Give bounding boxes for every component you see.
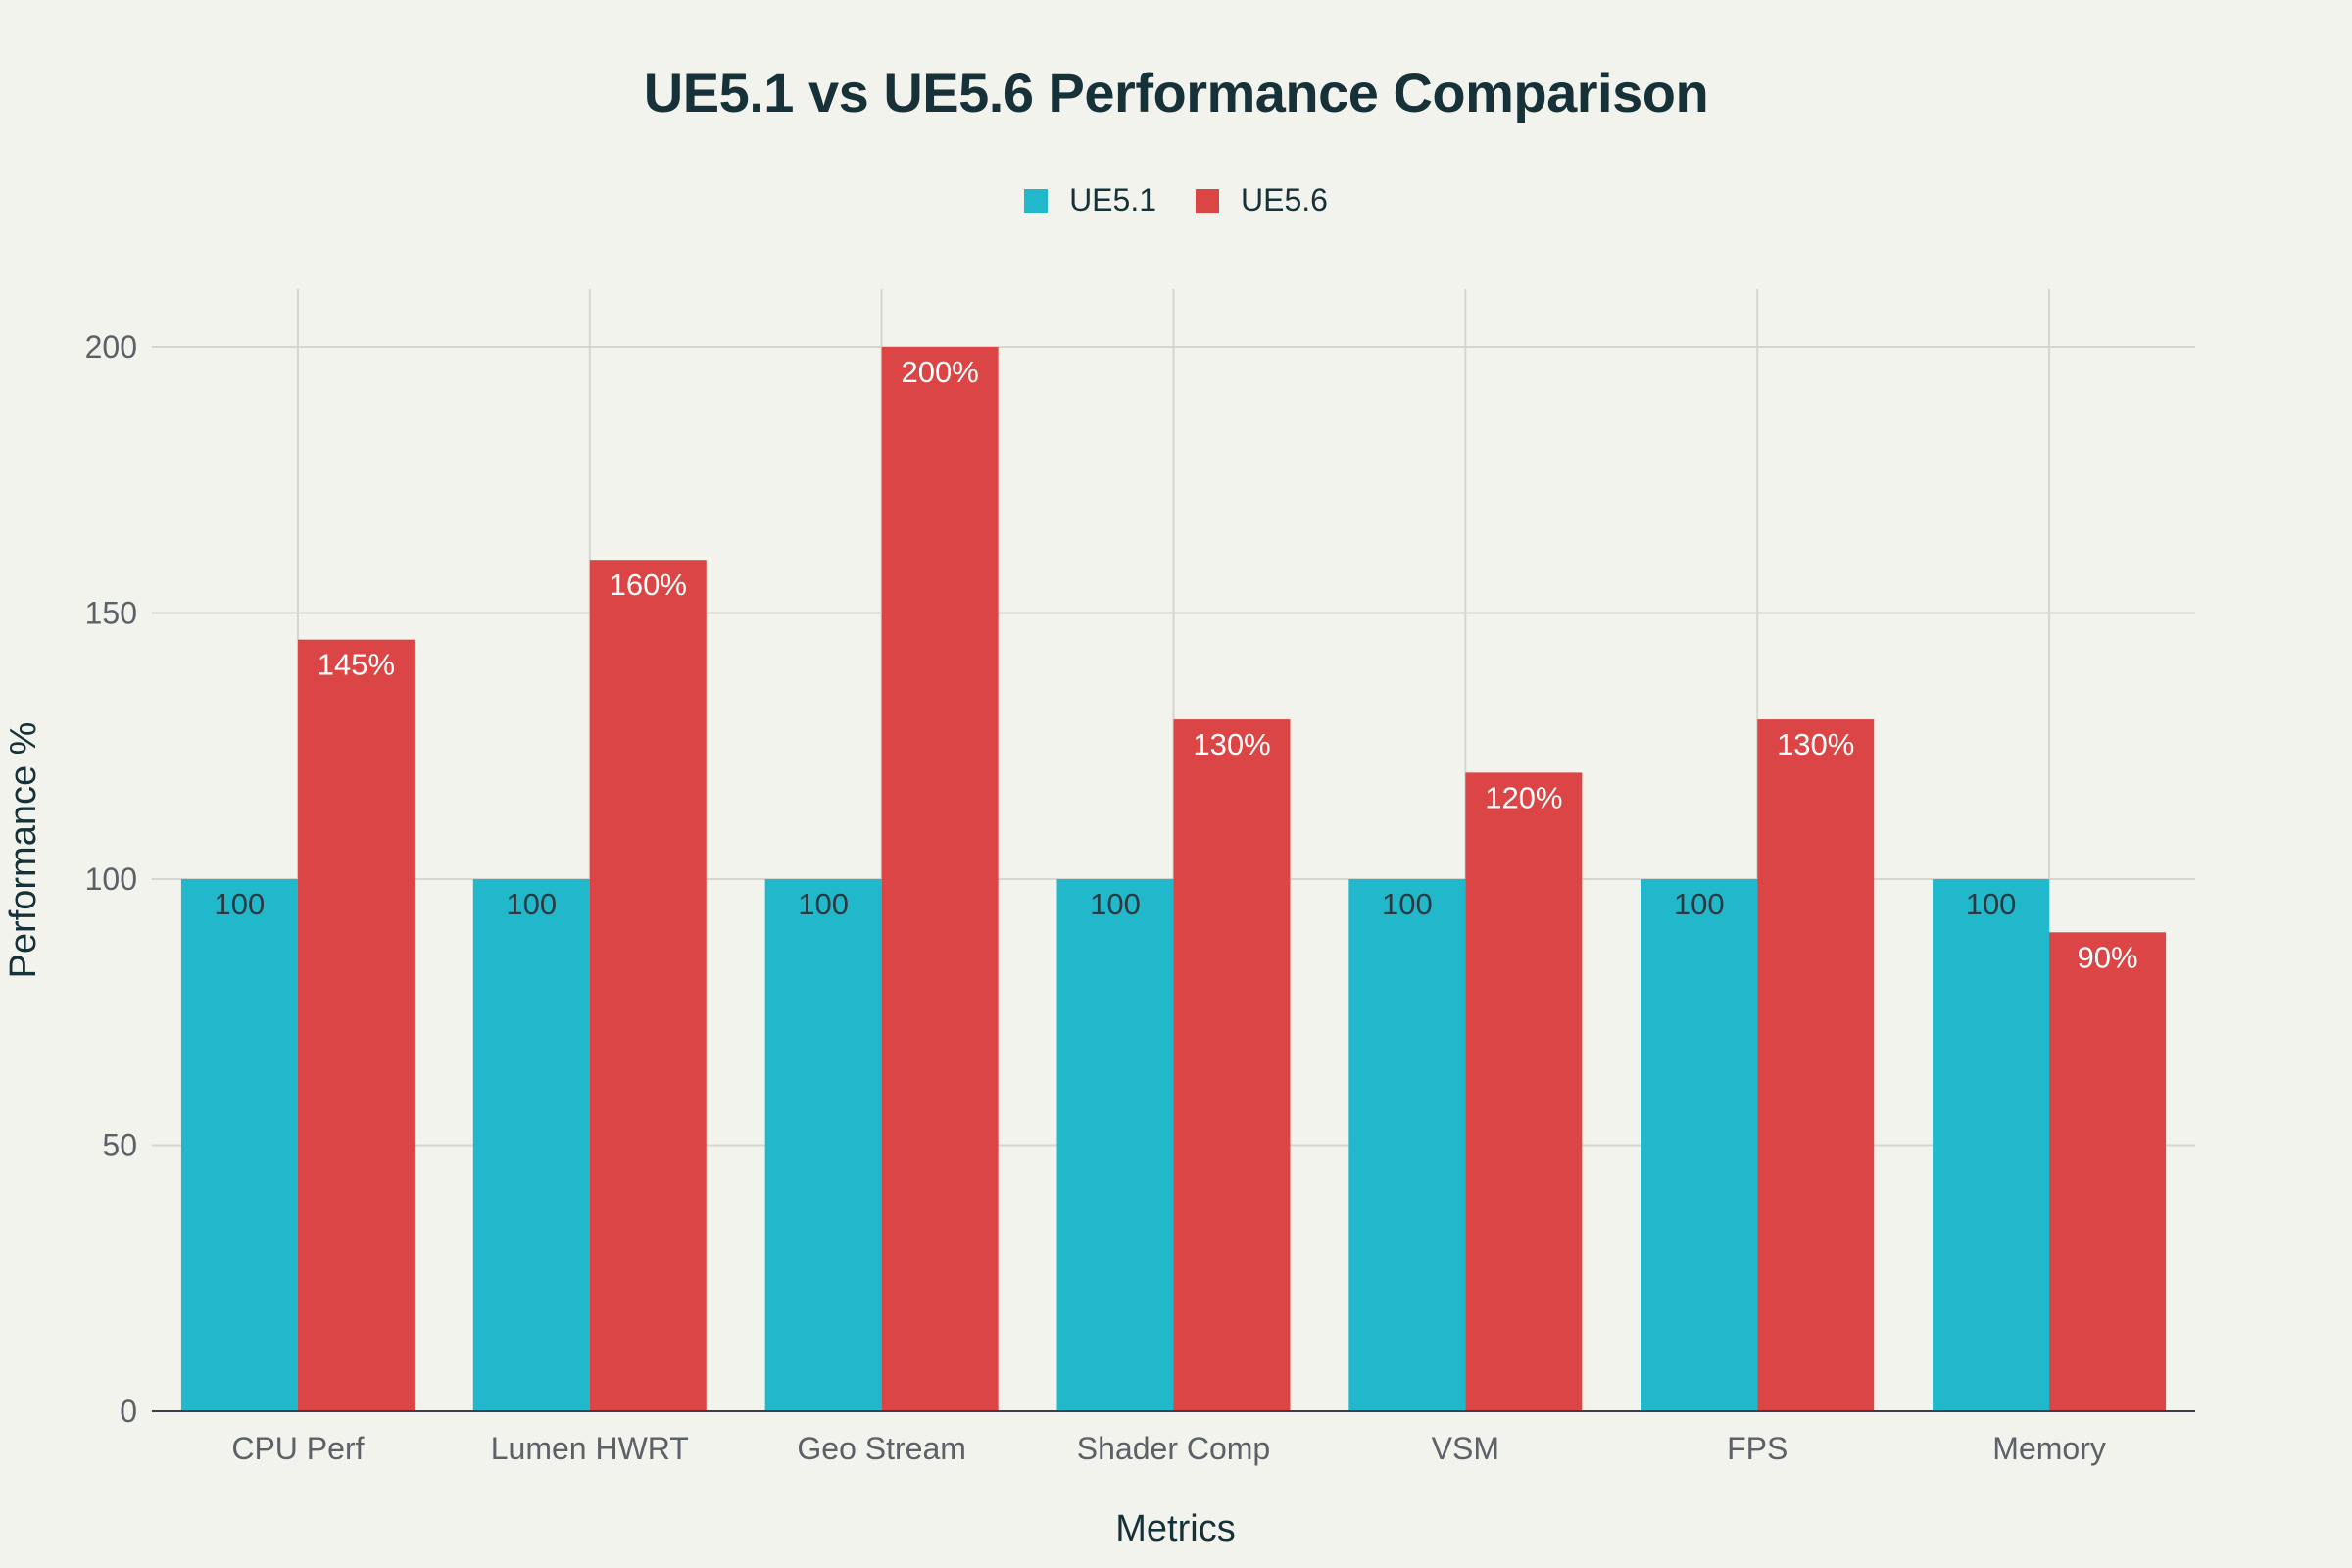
bar-label-ue56-2: 200% bbox=[901, 355, 978, 389]
bar-ue51-5 bbox=[1641, 879, 1758, 1411]
y-tick-label-200: 200 bbox=[85, 329, 137, 365]
legend-label-ue51: UE5.1 bbox=[1069, 182, 1156, 218]
bar-label-ue51-3: 100 bbox=[1090, 887, 1141, 921]
y-tick-label-100: 100 bbox=[85, 861, 137, 897]
bar-ue56-0 bbox=[297, 639, 415, 1411]
bar-ue51-2 bbox=[764, 879, 882, 1411]
legend-swatch-ue56 bbox=[1196, 188, 1219, 213]
bar-label-ue51-2: 100 bbox=[798, 887, 849, 921]
y-tick-label-50: 50 bbox=[102, 1128, 137, 1163]
bar-label-ue56-5: 130% bbox=[1777, 727, 1854, 761]
bar-label-ue51-4: 100 bbox=[1382, 887, 1433, 921]
bar-label-ue51-0: 100 bbox=[215, 887, 266, 921]
bar-label-ue56-3: 130% bbox=[1193, 727, 1270, 761]
bar-ue56-5 bbox=[1757, 719, 1875, 1411]
x-tick-label-6: Memory bbox=[1992, 1431, 2106, 1466]
bar-ue56-1 bbox=[589, 560, 707, 1411]
x-tick-label-2: Geo Stream bbox=[797, 1431, 966, 1466]
bar-ue56-6 bbox=[2049, 932, 2167, 1411]
legend-swatch-ue51 bbox=[1024, 188, 1049, 213]
y-tick-label-0: 0 bbox=[120, 1394, 137, 1429]
bar-label-ue56-1: 160% bbox=[610, 567, 687, 602]
chart-title: UE5.1 vs UE5.6 Performance Comparison bbox=[643, 62, 1709, 123]
bar-ue51-4 bbox=[1348, 879, 1466, 1411]
y-axis-title: Performance % bbox=[3, 722, 44, 979]
bar-ue51-3 bbox=[1056, 879, 1174, 1411]
legend-item-ue56[interactable]: UE5.6 bbox=[1196, 182, 1328, 219]
bar-label-ue51-6: 100 bbox=[1966, 887, 2017, 921]
bar-label-ue56-6: 90% bbox=[2078, 940, 2138, 974]
bar-label-ue51-1: 100 bbox=[506, 887, 557, 921]
bar-ue51-1 bbox=[472, 879, 590, 1411]
bar-ue51-6 bbox=[1933, 879, 2050, 1411]
bar-label-ue56-4: 120% bbox=[1485, 780, 1562, 814]
x-tick-label-3: Shader Comp bbox=[1077, 1431, 1270, 1466]
x-tick-label-1: Lumen HWRT bbox=[491, 1431, 689, 1466]
bar-ue56-3 bbox=[1173, 719, 1291, 1411]
bar-ue51-0 bbox=[180, 879, 298, 1411]
legend-label-ue56: UE5.6 bbox=[1241, 182, 1328, 218]
y-tick-label-150: 150 bbox=[85, 596, 137, 631]
bar-ue56-2 bbox=[881, 347, 999, 1411]
legend: UE5.1 UE5.6 bbox=[0, 182, 2352, 219]
bar-label-ue51-5: 100 bbox=[1674, 887, 1725, 921]
x-tick-label-4: VSM bbox=[1432, 1431, 1499, 1466]
bar-ue56-4 bbox=[1465, 772, 1583, 1411]
bar-label-ue56-0: 145% bbox=[318, 648, 395, 682]
x-axis-title: Metrics bbox=[1115, 1508, 1235, 1549]
x-tick-label-5: FPS bbox=[1727, 1431, 1788, 1466]
x-tick-label-0: CPU Perf bbox=[231, 1431, 364, 1466]
legend-item-ue51[interactable]: UE5.1 bbox=[1024, 182, 1156, 219]
